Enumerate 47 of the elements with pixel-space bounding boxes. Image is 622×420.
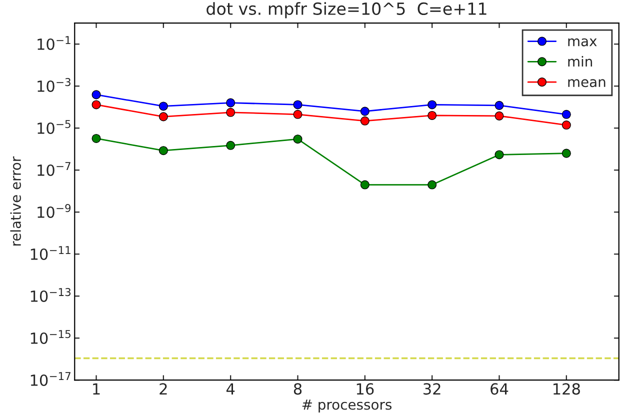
point [158,102,168,111]
y-tick-label: 10$^{−7}$ [38,162,70,176]
point [360,106,370,116]
point [494,150,504,160]
point [360,180,370,190]
point [92,100,101,110]
legend-label: min [568,56,592,67]
x-tick-label: 32 [424,383,440,395]
point [562,148,571,158]
x-axis-title: # processors [302,400,392,412]
point [293,100,302,110]
point [360,116,370,126]
y-tick-label: 10$^{−1}$ [38,36,70,50]
y-tick-label: 10$^{−17}$ [30,372,70,386]
y-axis-title: relative error [10,156,21,246]
y-tick-label: 10$^{−15}$ [30,330,70,344]
point [158,112,168,122]
point [562,110,571,119]
point [293,110,302,119]
y-tick-label: 10$^{−3}$ [38,78,70,92]
y-tick-label: 10$^{−13}$ [30,288,71,302]
y-tick-label: 10$^{−11}$ [30,246,70,260]
legend-label: mean [568,79,606,88]
x-tick-label: 2 [160,383,167,394]
y-tick-label: 10$^{−5}$ [38,120,70,134]
point [494,100,504,110]
point [494,111,504,120]
point [226,108,236,117]
legend-label: max [568,38,597,46]
point [562,120,571,130]
point [428,110,437,120]
point [293,134,302,144]
point [226,98,236,108]
point [428,180,437,190]
chart-title: dot vs. mpfr Size=10^5 C=e+11 [206,2,486,18]
point [92,90,101,100]
point [428,100,437,110]
x-tick-label: 1 [93,383,100,394]
point [226,140,236,150]
x-tick-label: 64 [490,383,508,395]
point [158,146,168,156]
x-tick-label: 128 [554,383,580,395]
x-tick-label: 4 [226,383,235,394]
x-tick-label: 8 [294,383,302,395]
x-tick-label: 16 [356,383,374,395]
point [92,134,101,144]
y-tick-label: 10$^{−9}$ [38,204,71,218]
